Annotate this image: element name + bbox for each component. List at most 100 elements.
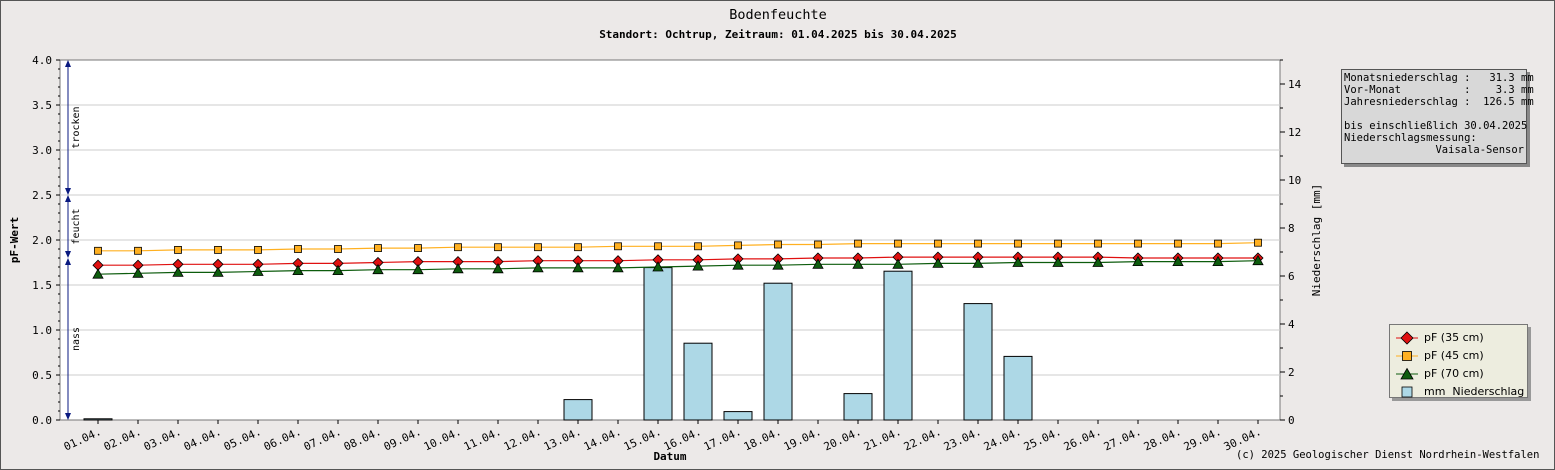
data-point — [614, 242, 622, 251]
data-point — [374, 244, 382, 253]
x-tick-label: 10.04. — [422, 425, 464, 454]
data-point — [414, 244, 422, 253]
left-tick-label: 2.0 — [32, 234, 52, 247]
x-tick-label: 06.04. — [262, 425, 304, 454]
left-tick-label: 1.0 — [32, 324, 52, 337]
data-point — [814, 240, 822, 249]
bar-swatch-icon — [1401, 386, 1413, 398]
x-tick-label: 20.04. — [822, 425, 864, 454]
x-tick-label: 02.04. — [102, 425, 144, 454]
data-point — [1052, 256, 1064, 267]
data-point — [572, 262, 584, 273]
data-point — [1092, 256, 1104, 267]
data-point — [412, 263, 424, 275]
x-tick-label: 01.04. — [62, 425, 104, 454]
data-point — [972, 257, 984, 268]
data-point — [654, 242, 662, 251]
copyright-text: (c) 2025 Geologischer Dienst Nordrhein-W… — [1236, 449, 1540, 461]
data-point — [854, 239, 862, 248]
right-tick-label: 10 — [1288, 174, 1301, 187]
precipitation-bar — [723, 411, 753, 421]
precipitation-bar — [883, 270, 913, 421]
zone-arrow-head — [65, 413, 71, 420]
x-tick-label: 17.04. — [702, 425, 744, 454]
precipitation-info-box: Monatsniederschlag : 31.3 mm Vor-Monat :… — [1341, 69, 1534, 164]
left-tick-label: 2.5 — [32, 189, 52, 202]
data-point — [974, 239, 982, 248]
data-point — [1012, 256, 1024, 267]
data-point — [212, 266, 224, 277]
legend-label: pF (70 cm) — [1424, 367, 1484, 380]
left-axis-label: pF-Wert — [8, 217, 21, 263]
x-tick-label: 27.04. — [1102, 425, 1144, 454]
zone-arrow-head — [65, 60, 71, 67]
zone-arrow-head — [65, 258, 71, 265]
data-point — [494, 243, 502, 252]
data-point — [174, 245, 182, 254]
right-tick-label: 14 — [1288, 78, 1302, 91]
precipitation-bars — [83, 267, 1033, 421]
data-point — [134, 246, 142, 255]
data-point — [372, 263, 384, 275]
diamond-marker-icon — [1396, 331, 1418, 345]
x-tick-label: 29.04. — [1182, 425, 1224, 454]
zone-arrow-head — [65, 251, 71, 258]
data-point — [694, 242, 702, 251]
data-point — [1172, 255, 1184, 267]
info-line: Jahresniederschlag : 126.5 mm — [1344, 96, 1534, 108]
right-axis-label: Niederschlag [mm] — [1310, 184, 1323, 297]
x-tick-label: 03.04. — [142, 425, 184, 454]
sensor-name: Vaisala-Sensor — [1435, 144, 1524, 156]
info-line — [1344, 108, 1524, 120]
square-marker-icon — [1396, 351, 1418, 361]
data-point — [292, 264, 304, 276]
data-point — [92, 268, 104, 279]
right-tick-label: 2 — [1288, 366, 1295, 379]
precipitation-bar — [843, 393, 873, 421]
data-point — [774, 240, 782, 249]
moisture-zones: trocken feucht nass — [65, 60, 82, 420]
x-tick-label: 05.04. — [222, 425, 264, 454]
legend-item-precipitation: mm Niederschlag — [1390, 383, 1527, 401]
x-tick-label: 08.04. — [342, 425, 384, 454]
data-point — [932, 257, 944, 268]
zone-arrow-head — [65, 188, 71, 195]
data-point — [172, 266, 184, 277]
precipitation-bar — [963, 303, 993, 421]
data-point — [492, 262, 504, 274]
zone-label: nass — [71, 327, 82, 351]
series-line — [98, 256, 1258, 266]
precipitation-bar — [763, 282, 793, 421]
x-tick-label: 12.04. — [502, 425, 544, 454]
x-tick-label: 28.04. — [1142, 425, 1184, 454]
legend-label: pF (35 cm) — [1424, 331, 1484, 344]
data-point — [534, 243, 542, 252]
x-tick-label: 23.04. — [942, 425, 984, 454]
data-point — [812, 258, 824, 269]
data-point — [532, 262, 544, 273]
data-point — [1054, 239, 1062, 248]
legend-item-pf70: pF (70 cm) — [1390, 365, 1527, 383]
legend-item-pf45: pF (45 cm) — [1390, 347, 1527, 365]
chart-title: Bodenfeuchte — [729, 7, 827, 23]
precipitation-bar — [1003, 355, 1033, 421]
precipitation-bar — [643, 267, 673, 421]
x-tick-label: 18.04. — [742, 425, 784, 454]
data-point — [294, 245, 302, 253]
data-point — [1252, 254, 1264, 266]
left-tick-label: 0.5 — [32, 369, 52, 382]
x-tick-label: 09.04. — [382, 425, 424, 454]
x-tick-label: 19.04. — [782, 425, 824, 454]
info-line: bis einschließlich 30.04.2025 — [1344, 120, 1528, 132]
series-line — [97, 260, 1259, 275]
data-point — [332, 264, 344, 276]
x-tick-label: 26.04. — [1062, 425, 1104, 454]
data-point — [1094, 239, 1102, 248]
data-point — [1214, 239, 1222, 248]
data-point — [1134, 239, 1142, 248]
left-tick-label: 3.5 — [32, 99, 52, 112]
x-tick-label: 13.04. — [542, 425, 584, 454]
info-line: Monatsniederschlag : 31.3 mm — [1344, 72, 1534, 84]
data-point — [1212, 255, 1224, 267]
